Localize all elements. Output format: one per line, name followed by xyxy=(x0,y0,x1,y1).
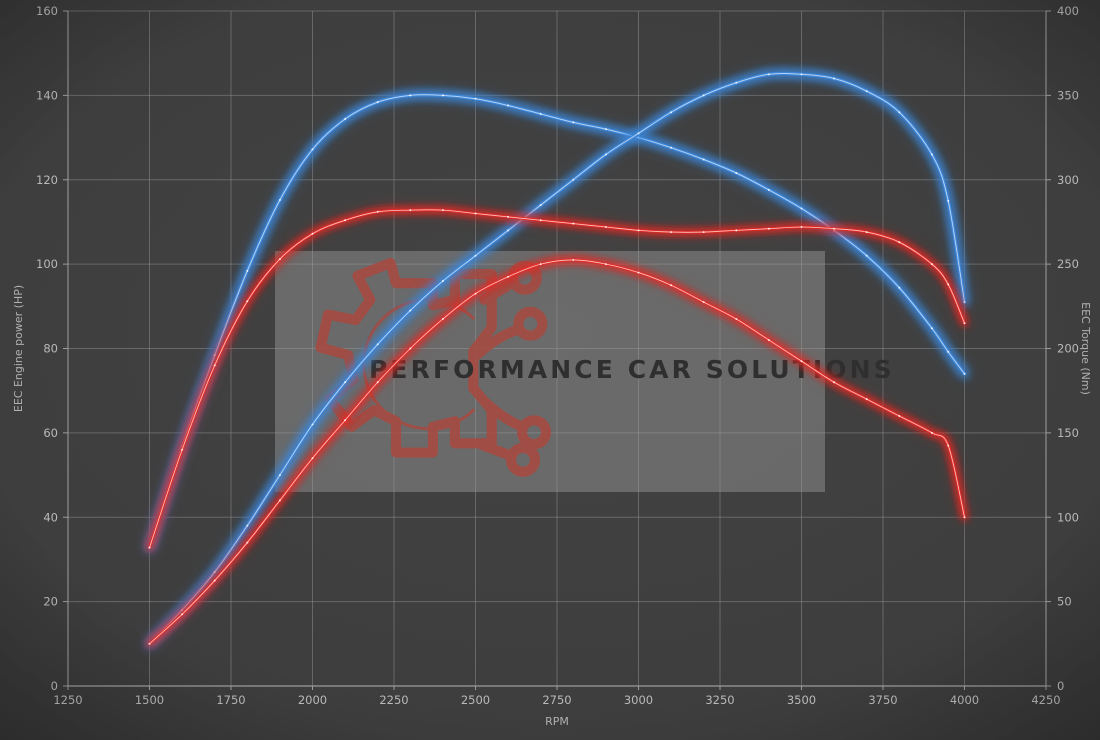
tick-label: 350 xyxy=(1057,88,1079,102)
tick-label: 50 xyxy=(1057,595,1072,609)
tick-label: 4000 xyxy=(950,693,979,707)
tick-label: 20 xyxy=(43,595,58,609)
series-stock-torque xyxy=(145,205,969,553)
tick-label: 4250 xyxy=(1031,693,1060,707)
y2-axis-title: EEC Torque (Nm) xyxy=(1079,302,1092,395)
tick-label: 150 xyxy=(1057,426,1079,440)
tick-label: 100 xyxy=(36,257,58,271)
series-tuned-torque xyxy=(143,88,971,555)
tick-label: 3500 xyxy=(787,693,816,707)
tick-label: 200 xyxy=(1057,342,1079,356)
tick-label: 0 xyxy=(1057,679,1064,693)
tick-label: 1500 xyxy=(135,693,164,707)
axis-ticks: 1250 1500 1750 2000 2250 2500 2750 3000 3250 3500… xyxy=(36,4,1079,707)
tick-label: 2750 xyxy=(542,693,571,707)
tick-label: 100 xyxy=(1057,510,1079,524)
y-axis-title: EEC Engine power (HP) xyxy=(12,285,25,412)
tick-label: 80 xyxy=(43,342,58,356)
tick-label: 3750 xyxy=(868,693,897,707)
tick-label: 400 xyxy=(1057,4,1079,18)
series-tuned-power xyxy=(143,66,971,651)
watermark: PERFORMANCE CAR SOLUTIONS xyxy=(275,251,892,492)
tick-label: 40 xyxy=(43,510,58,524)
tick-label: 3000 xyxy=(624,693,653,707)
tick-label: 0 xyxy=(51,679,58,693)
series-lines xyxy=(143,66,971,651)
tick-label: 2000 xyxy=(298,693,327,707)
tick-label: 2500 xyxy=(461,693,490,707)
tick-label: 160 xyxy=(36,4,58,18)
tick-label: 60 xyxy=(43,426,58,440)
x-axis-title: RPM xyxy=(545,715,569,728)
series-stock-power xyxy=(145,255,969,649)
tick-label: 250 xyxy=(1057,257,1079,271)
tick-label: 140 xyxy=(36,88,58,102)
tick-label: 1250 xyxy=(53,693,82,707)
tick-label: 300 xyxy=(1057,173,1079,187)
tick-label: 120 xyxy=(36,173,58,187)
tick-label: 1750 xyxy=(216,693,245,707)
tick-label: 3250 xyxy=(705,693,734,707)
tick-label: 2250 xyxy=(379,693,408,707)
